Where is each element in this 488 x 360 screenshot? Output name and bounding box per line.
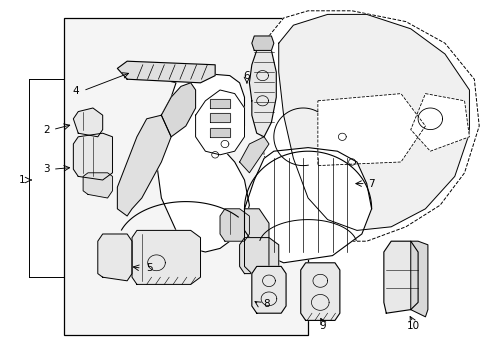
Polygon shape bbox=[410, 94, 468, 151]
Text: 2: 2 bbox=[43, 125, 50, 135]
Text: 1: 1 bbox=[19, 175, 25, 185]
Polygon shape bbox=[259, 11, 478, 241]
Polygon shape bbox=[132, 68, 249, 252]
Text: 6: 6 bbox=[243, 71, 250, 81]
Text: 7: 7 bbox=[367, 179, 374, 189]
Polygon shape bbox=[259, 36, 268, 65]
Polygon shape bbox=[244, 148, 371, 263]
Text: 10: 10 bbox=[406, 321, 419, 331]
Polygon shape bbox=[98, 234, 132, 281]
Polygon shape bbox=[317, 94, 425, 166]
Polygon shape bbox=[210, 128, 229, 137]
Polygon shape bbox=[73, 108, 102, 137]
Polygon shape bbox=[73, 133, 112, 180]
Polygon shape bbox=[239, 238, 278, 274]
Polygon shape bbox=[220, 209, 249, 241]
Text: 4: 4 bbox=[72, 86, 79, 96]
Polygon shape bbox=[251, 266, 285, 313]
Polygon shape bbox=[117, 61, 215, 83]
Polygon shape bbox=[251, 36, 273, 50]
Polygon shape bbox=[278, 14, 468, 230]
Polygon shape bbox=[210, 99, 229, 108]
Text: 9: 9 bbox=[319, 321, 325, 331]
Text: 5: 5 bbox=[145, 263, 152, 273]
Polygon shape bbox=[410, 241, 427, 317]
Polygon shape bbox=[132, 230, 200, 284]
Polygon shape bbox=[383, 241, 417, 313]
Polygon shape bbox=[210, 113, 229, 122]
Polygon shape bbox=[195, 90, 244, 155]
Polygon shape bbox=[239, 137, 268, 173]
Polygon shape bbox=[249, 43, 276, 137]
Polygon shape bbox=[244, 209, 268, 281]
Text: 8: 8 bbox=[263, 299, 269, 309]
Polygon shape bbox=[300, 263, 339, 320]
Polygon shape bbox=[161, 83, 195, 137]
Text: 3: 3 bbox=[43, 164, 50, 174]
Bar bbox=[63, 18, 307, 335]
Polygon shape bbox=[117, 115, 171, 216]
Polygon shape bbox=[83, 173, 112, 198]
